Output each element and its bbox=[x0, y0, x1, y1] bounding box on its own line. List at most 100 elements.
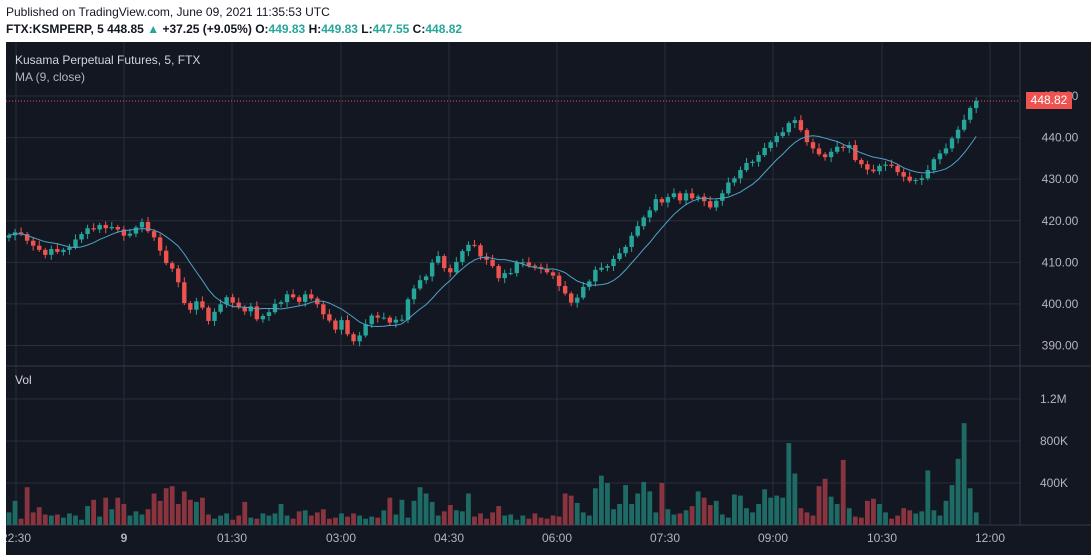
volume-bar bbox=[200, 497, 205, 525]
volume-tick-label: 1.2M bbox=[1040, 392, 1067, 406]
high-label: H: bbox=[308, 22, 322, 36]
candle-body bbox=[865, 164, 870, 170]
candle-body bbox=[73, 239, 78, 248]
volume-bar bbox=[586, 515, 592, 525]
ma-layer bbox=[6, 100, 1020, 328]
volume-pane-label: Vol bbox=[15, 373, 32, 387]
candle-body bbox=[665, 197, 671, 203]
time-tick-label: 22:30 bbox=[6, 531, 31, 545]
candle-body bbox=[575, 297, 580, 303]
volume-bar bbox=[599, 475, 604, 525]
volume-bar bbox=[925, 470, 931, 525]
candle-body bbox=[145, 221, 151, 232]
volume-bar bbox=[387, 497, 393, 525]
volume-bar bbox=[707, 505, 713, 525]
volume-bar bbox=[326, 518, 332, 525]
volume-bar bbox=[895, 515, 901, 525]
price-tick-label: 440.00 bbox=[1042, 131, 1079, 145]
time-tick-label: 09:00 bbox=[758, 531, 788, 545]
volume-bar bbox=[665, 509, 671, 525]
volume-bar bbox=[453, 510, 459, 525]
volume-bar bbox=[683, 510, 689, 525]
volume-bar bbox=[163, 488, 169, 525]
volume-bars bbox=[6, 423, 979, 525]
candle-body bbox=[587, 281, 592, 287]
volume-bar bbox=[175, 504, 181, 525]
candle-body bbox=[744, 162, 749, 171]
volume-bar bbox=[834, 504, 840, 525]
volume-bar bbox=[67, 513, 72, 525]
candle-body bbox=[296, 297, 302, 302]
volume-bar bbox=[526, 518, 532, 525]
candle-body bbox=[448, 268, 453, 273]
chart-frame[interactable]: 22:30 9 01:30 03:00 04:30 06:00 07:30 09:00 10:3… bbox=[6, 42, 1091, 555]
volume-bar bbox=[218, 515, 223, 525]
volume-bar bbox=[520, 515, 526, 525]
volume-bar bbox=[478, 513, 483, 525]
candle-body bbox=[943, 148, 949, 154]
candle-body bbox=[321, 304, 326, 315]
candle-body bbox=[695, 196, 701, 199]
volume-bar bbox=[907, 510, 913, 525]
volume-bar bbox=[121, 504, 127, 525]
volume-bar bbox=[139, 514, 145, 525]
volume-bar bbox=[864, 500, 870, 525]
volume-bar bbox=[260, 513, 266, 525]
volume-bar bbox=[768, 497, 774, 525]
volume-bar bbox=[381, 510, 387, 525]
volume-bar bbox=[230, 519, 236, 525]
candle-body bbox=[877, 165, 882, 172]
candle-body bbox=[714, 200, 719, 208]
volume-bar bbox=[538, 517, 544, 525]
volume-bar bbox=[677, 513, 683, 525]
volume-bar bbox=[466, 493, 471, 525]
candle-body bbox=[949, 138, 955, 149]
volume-bar bbox=[169, 486, 175, 525]
candle-body bbox=[309, 294, 314, 299]
volume-bar bbox=[605, 483, 610, 525]
time-tick-label: 04:30 bbox=[434, 531, 464, 545]
volume-bar bbox=[6, 512, 12, 525]
time-tick-label: 12:00 bbox=[975, 531, 1005, 545]
candle-body bbox=[85, 228, 90, 235]
price-tick-label: 430.00 bbox=[1042, 172, 1079, 186]
candle-body bbox=[109, 226, 114, 229]
volume-bar bbox=[30, 512, 36, 525]
candle-body bbox=[442, 256, 447, 269]
candle-body bbox=[30, 240, 36, 246]
candle-body bbox=[653, 199, 659, 211]
candle-body bbox=[405, 299, 411, 320]
candle-body bbox=[502, 273, 507, 279]
chart-canvas[interactable]: 22:30 9 01:30 03:00 04:30 06:00 07:30 09:00 10:3… bbox=[6, 42, 1091, 555]
close-value: 448.82 bbox=[425, 22, 463, 36]
candle-body bbox=[611, 258, 616, 267]
candle-body bbox=[581, 286, 586, 298]
volume-bar bbox=[647, 491, 653, 525]
volume-bar bbox=[750, 512, 755, 525]
volume-bar bbox=[242, 501, 248, 525]
candle-body bbox=[629, 235, 634, 247]
candle-body bbox=[176, 268, 181, 283]
volume-bar bbox=[828, 496, 834, 525]
candle-body bbox=[822, 154, 828, 158]
current-price: 448.85 bbox=[107, 22, 144, 36]
candle-body bbox=[127, 233, 133, 236]
candle-body bbox=[738, 170, 743, 179]
candle-body bbox=[429, 262, 435, 277]
volume-bar bbox=[357, 515, 363, 525]
volume-bar bbox=[417, 487, 423, 525]
volume-bar bbox=[320, 509, 326, 525]
candle-body bbox=[478, 245, 483, 257]
candle-body bbox=[435, 256, 441, 263]
volume-bar bbox=[762, 489, 768, 525]
volume-bar bbox=[345, 516, 350, 525]
volume-bar bbox=[212, 518, 217, 525]
volume-bar bbox=[623, 485, 628, 525]
candle-body bbox=[375, 315, 380, 318]
volume-bar bbox=[145, 509, 151, 525]
volume-bar bbox=[290, 518, 296, 525]
grid-lines bbox=[6, 42, 1091, 526]
volume-bar bbox=[822, 478, 828, 525]
volume-bar bbox=[792, 473, 798, 525]
volume-bar bbox=[193, 501, 199, 525]
